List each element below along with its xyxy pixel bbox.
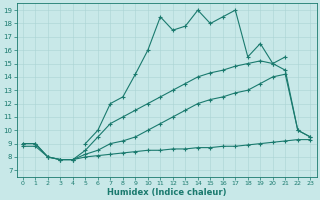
X-axis label: Humidex (Indice chaleur): Humidex (Indice chaleur): [107, 188, 226, 197]
